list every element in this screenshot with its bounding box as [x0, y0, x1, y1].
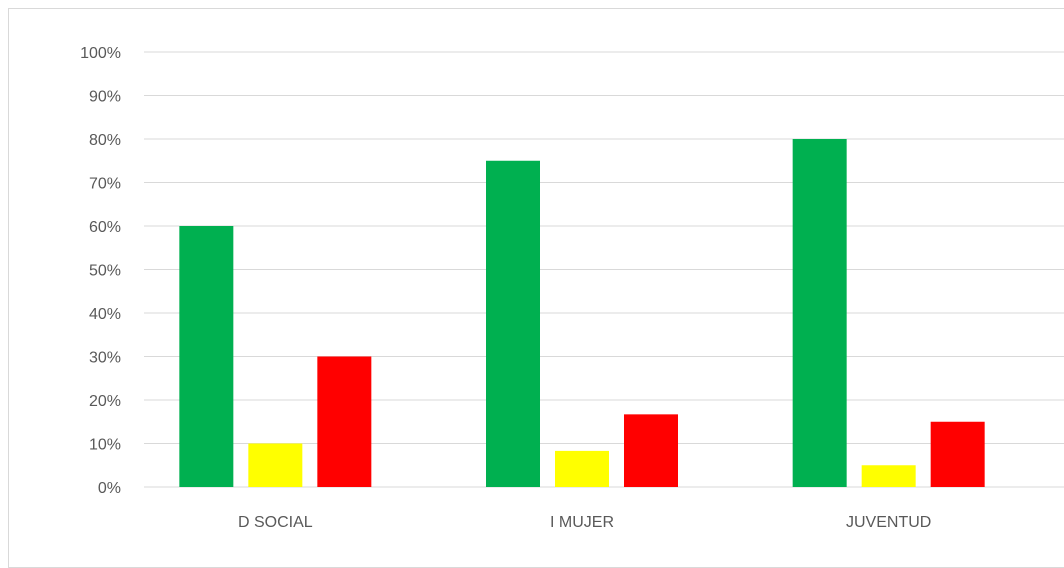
bar-i-mujer-series-2: [555, 450, 609, 487]
y-tick-label: 10%: [89, 437, 121, 454]
y-tick-label: 90%: [89, 89, 121, 106]
bar-juventud-series-3: [930, 421, 985, 487]
y-tick-label: 70%: [89, 176, 121, 193]
bar-d-social-series-3: [317, 356, 372, 487]
bar-d-social-series-1: [179, 226, 234, 487]
x-axis-category-labels: D SOCIAL I MUJER JUVENTUD: [238, 514, 931, 531]
y-tick-label: 30%: [89, 350, 121, 367]
x-category-label: JUVENTUD: [846, 514, 931, 531]
y-axis-tick-labels: 0% 10% 20% 30% 40% 50% 60% 70% 80% 90% 100%: [80, 45, 121, 497]
y-tick-label: 40%: [89, 306, 121, 323]
x-category-label: I MUJER: [550, 514, 614, 531]
y-tick-label: 60%: [89, 219, 121, 236]
bar-i-mujer-series-3: [624, 414, 678, 487]
y-tick-label: 20%: [89, 393, 121, 410]
y-tick-label: 80%: [89, 132, 121, 149]
bar-d-social-series-2: [248, 443, 303, 487]
bar-juventud-series-1: [792, 139, 847, 487]
bar-chart: 0% 10% 20% 30% 40% 50% 60% 70% 80% 90% 100% D SOCI…: [80, 45, 1064, 531]
x-category-label: D SOCIAL: [238, 514, 313, 531]
bar-i-mujer-series-1: [486, 160, 540, 487]
y-tick-label: 0%: [98, 480, 121, 497]
y-tick-label: 50%: [89, 263, 121, 280]
gridlines: [144, 51, 1064, 488]
bars: [179, 139, 985, 487]
bar-juventud-series-2: [861, 465, 916, 487]
y-tick-label: 100%: [80, 45, 121, 62]
